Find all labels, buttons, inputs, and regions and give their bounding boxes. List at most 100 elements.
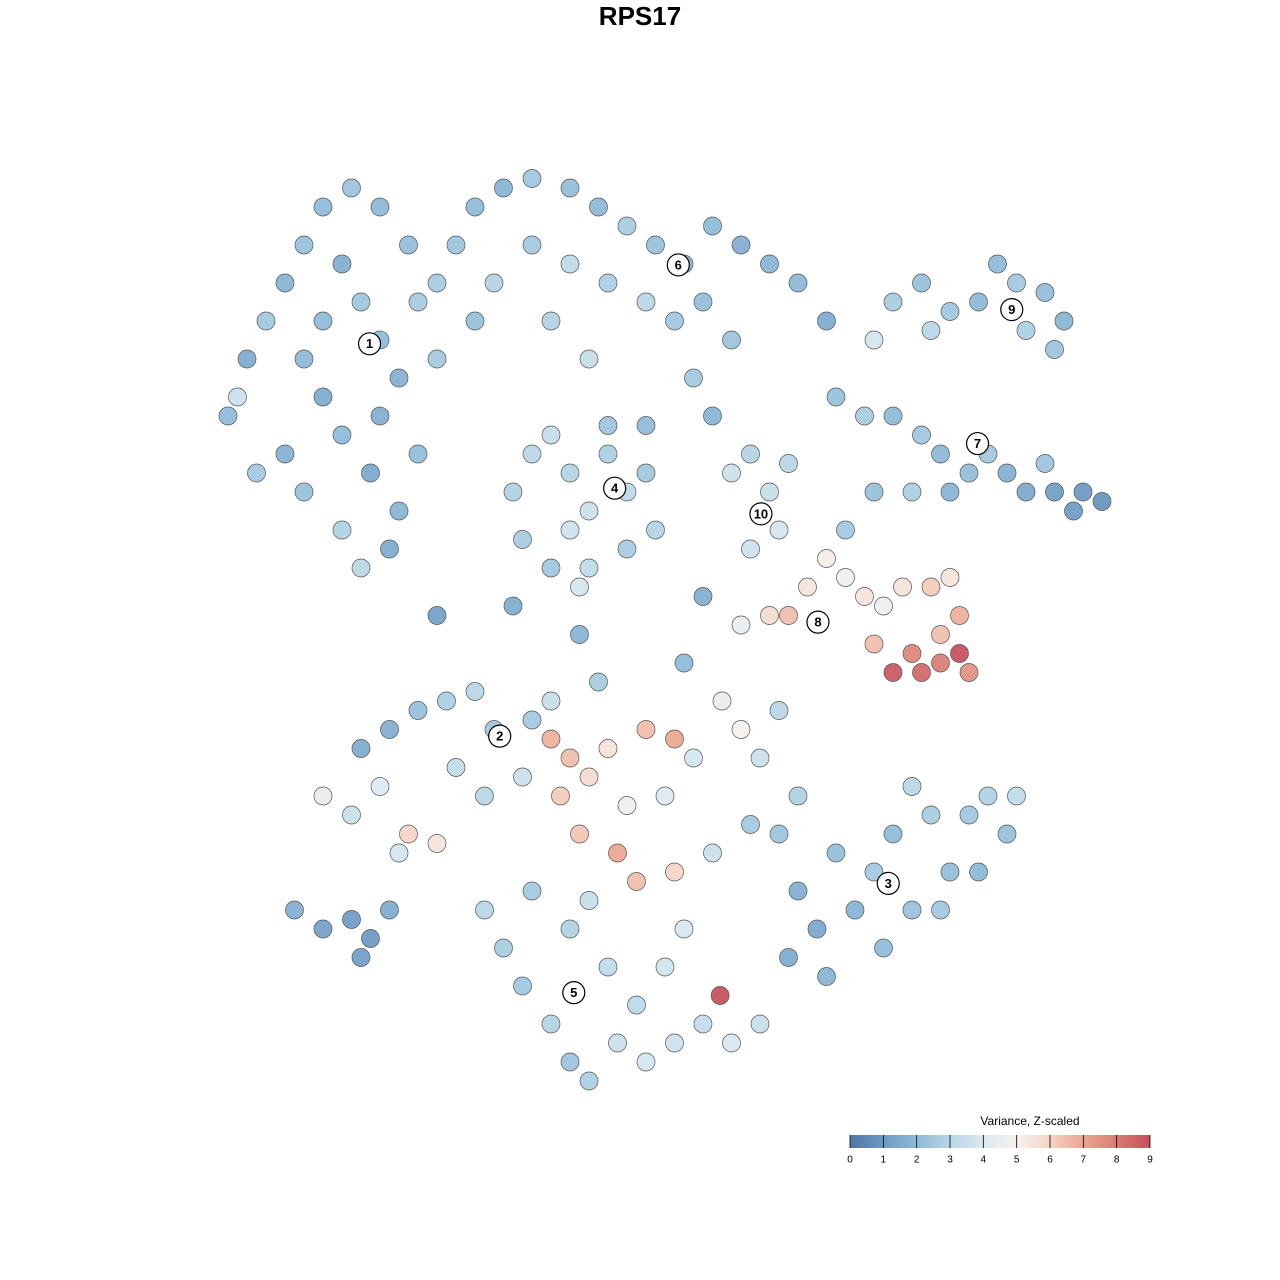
- point: [560, 1052, 580, 1072]
- point: [674, 653, 694, 673]
- cluster-label: 1: [366, 336, 373, 351]
- point: [684, 748, 703, 768]
- point: [427, 834, 447, 853]
- point: [399, 824, 418, 844]
- point: [703, 406, 722, 426]
- point: [513, 767, 532, 787]
- point: [522, 444, 542, 464]
- point: [275, 444, 295, 464]
- point: [465, 311, 485, 331]
- point: [817, 967, 836, 986]
- point: [760, 482, 779, 502]
- point: [921, 577, 941, 597]
- point: [788, 881, 808, 901]
- point: [1054, 311, 1074, 331]
- point: [1064, 501, 1083, 521]
- point: [617, 539, 637, 559]
- point: [817, 311, 836, 331]
- point: [513, 976, 532, 996]
- point: [693, 292, 713, 312]
- point: [218, 406, 238, 426]
- point: [617, 216, 637, 236]
- point: [883, 663, 903, 682]
- point: [779, 454, 798, 473]
- point: [351, 948, 371, 967]
- point: [389, 843, 409, 863]
- point: [836, 568, 855, 587]
- point: [598, 416, 618, 435]
- point: [484, 273, 504, 293]
- point: [560, 254, 580, 274]
- point: [988, 254, 1007, 274]
- point: [636, 416, 656, 435]
- point: [769, 520, 789, 540]
- point: [551, 786, 570, 806]
- point: [731, 615, 751, 635]
- point: [636, 463, 656, 483]
- point: [399, 235, 418, 255]
- point: [1045, 482, 1064, 502]
- point: [883, 824, 903, 844]
- point: [313, 311, 333, 331]
- point: [570, 824, 589, 844]
- point: [902, 644, 922, 663]
- point: [351, 739, 371, 758]
- point: [646, 235, 665, 255]
- point: [940, 862, 960, 882]
- point: [247, 463, 266, 483]
- point: [684, 368, 703, 388]
- point: [997, 463, 1017, 483]
- point: [864, 482, 884, 502]
- point: [665, 1033, 684, 1053]
- point: [589, 672, 608, 692]
- point: [855, 406, 874, 426]
- point: [475, 786, 494, 806]
- point: [893, 577, 912, 597]
- point: [237, 349, 257, 369]
- point: [522, 169, 542, 188]
- point: [560, 520, 580, 540]
- point: [1007, 273, 1026, 293]
- point: [380, 539, 399, 559]
- point: [665, 862, 684, 882]
- point: [779, 606, 798, 625]
- point: [570, 625, 589, 644]
- point: [437, 691, 456, 711]
- point: [475, 900, 494, 920]
- point: [855, 587, 874, 606]
- point: [380, 900, 399, 920]
- point: [826, 843, 846, 863]
- cluster-label: 6: [675, 257, 682, 272]
- point: [722, 463, 741, 483]
- point: [342, 805, 361, 825]
- cluster-label: 2: [496, 729, 503, 744]
- point: [342, 178, 361, 198]
- point: [969, 862, 988, 882]
- point: [541, 558, 561, 578]
- point: [522, 235, 542, 255]
- point: [427, 349, 447, 369]
- cluster-label: 4: [611, 481, 619, 496]
- point: [864, 862, 884, 882]
- point: [710, 986, 730, 1005]
- point: [750, 748, 770, 768]
- point: [598, 957, 618, 977]
- point: [560, 919, 580, 939]
- point: [731, 720, 751, 739]
- point: [313, 197, 333, 217]
- point: [579, 349, 599, 369]
- point: [370, 197, 390, 217]
- point: [541, 425, 561, 445]
- point: [627, 872, 646, 891]
- point: [503, 596, 523, 616]
- point: [465, 197, 485, 217]
- point: [874, 938, 893, 958]
- point: [950, 606, 969, 625]
- point: [931, 625, 950, 644]
- point: [294, 349, 314, 369]
- point: [598, 444, 618, 464]
- colorbar-tick-label: 0: [847, 1155, 853, 1166]
- point: [665, 311, 684, 331]
- point: [950, 644, 969, 663]
